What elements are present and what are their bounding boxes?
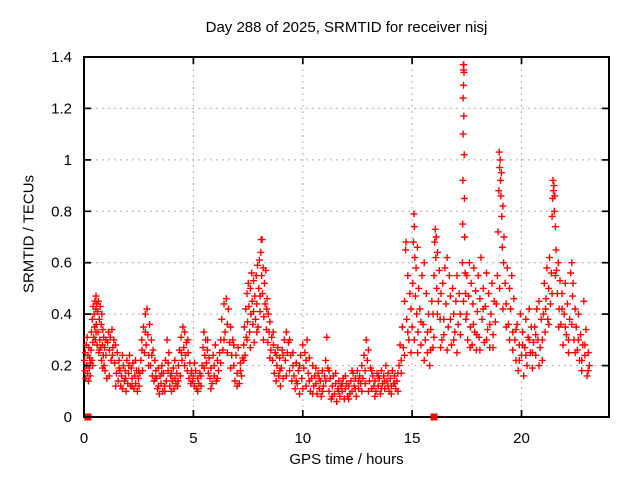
y-tick-label: 0.8 xyxy=(51,203,72,220)
y-tick-label: 0.6 xyxy=(51,255,72,272)
scatter-points xyxy=(80,61,593,406)
y-tick-label: 0.2 xyxy=(51,358,72,375)
x-tick-label: 0 xyxy=(80,430,88,447)
axis-event-marker xyxy=(430,413,438,421)
x-axis-label: GPS time / hours xyxy=(289,451,404,468)
x-tick-label: 10 xyxy=(294,430,311,447)
y-tick-label: 0 xyxy=(64,409,72,426)
y-tick-label: 0.4 xyxy=(51,306,72,323)
x-tick-label: 20 xyxy=(513,430,530,447)
x-tick-label: 5 xyxy=(189,430,197,447)
y-tick-label: 1.2 xyxy=(51,100,72,117)
plot-border xyxy=(83,56,610,418)
y-tick-label: 1.4 xyxy=(51,49,72,66)
x-tick-label: 15 xyxy=(404,430,421,447)
chart-title: Day 288 of 2025, SRMTID for receiver nis… xyxy=(205,19,488,36)
y-tick-label: 1 xyxy=(64,152,72,169)
